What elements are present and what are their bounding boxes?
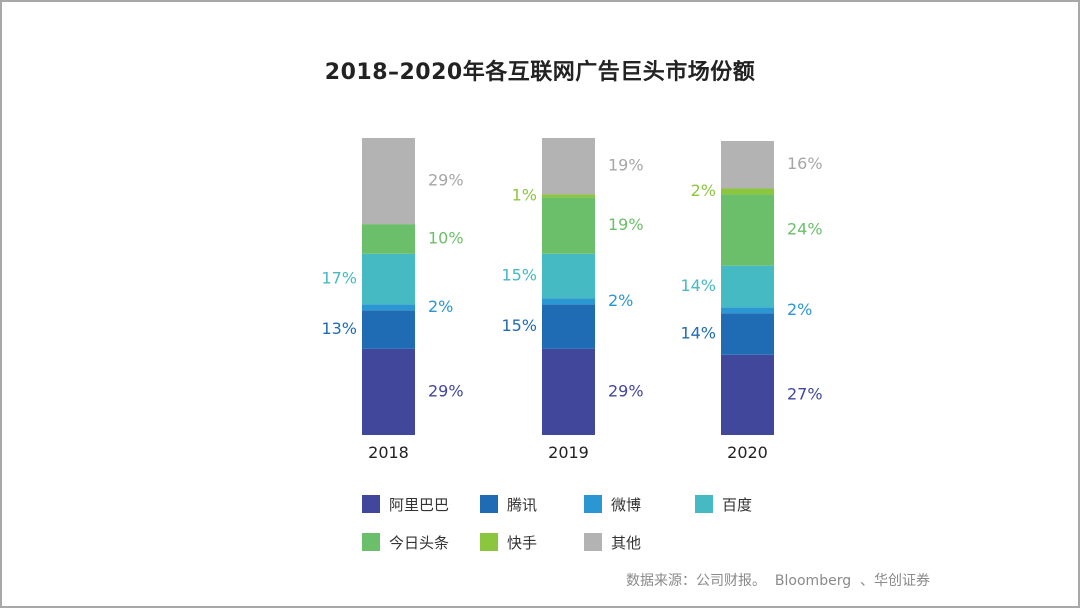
bar-segment-2019-6: [542, 138, 595, 195]
data-label-2018-0: 29%: [428, 381, 464, 400]
legend-swatch: [695, 495, 713, 513]
bar-segment-2020-2: [721, 307, 774, 314]
legend-label: 其他: [611, 533, 642, 552]
legend-label: 今日头条: [389, 533, 450, 552]
legend-swatch: [584, 495, 602, 513]
data-label-2020-0: 27%: [787, 384, 823, 403]
data-label-2019-1: 15%: [501, 316, 537, 335]
bar-segment-2019-4: [542, 197, 595, 254]
legend-item-3: 百度: [695, 492, 752, 516]
x-tick-label-2020: 2020: [727, 443, 768, 462]
chart-legend: 阿里巴巴 腾讯 微博 百度今日头条 快手 其他: [362, 490, 802, 570]
data-label-2018-2: 2%: [428, 297, 453, 316]
data-label-2020-3: 14%: [680, 276, 716, 295]
data-label-2020-6: 16%: [787, 154, 823, 173]
chart-title: 2018–2020年各互联网广告巨头市场份额: [324, 60, 756, 85]
bar-segment-2019-1: [542, 304, 595, 349]
legend-label: 阿里巴巴: [389, 495, 450, 514]
data-label-2018-1: 13%: [321, 319, 357, 338]
data-source-note: 数据来源：公司财报。 Bloomberg 、华创证券: [626, 573, 930, 589]
legend-item-5: 快手: [480, 530, 537, 554]
bar-segment-2019-2: [542, 298, 595, 305]
bar-segment-2019-0: [542, 348, 595, 435]
data-label-2018-3: 17%: [321, 269, 357, 288]
data-label-2019-6: 19%: [608, 156, 644, 175]
x-tick-label-2018: 2018: [368, 443, 409, 462]
legend-swatch: [362, 533, 380, 551]
bar-segment-2020-1: [721, 313, 774, 355]
legend-item-1: 腾讯: [480, 492, 537, 516]
data-label-2018-6: 29%: [428, 171, 464, 190]
bar-segment-2018-3: [362, 253, 415, 305]
bar-segment-2018-0: [362, 348, 415, 435]
bar-segment-2018-1: [362, 310, 415, 349]
bar-segment-2020-6: [721, 140, 774, 189]
legend-item-4: 今日头条: [362, 530, 449, 554]
bar-segment-2020-5: [721, 188, 774, 195]
legend-swatch: [480, 495, 498, 513]
bar-segment-2018-2: [362, 304, 415, 311]
legend-label: 快手: [507, 533, 538, 552]
legend-label: 百度: [722, 495, 753, 514]
bar-segment-2020-0: [721, 354, 774, 435]
bar-segment-2020-3: [721, 265, 774, 308]
data-label-2020-1: 14%: [680, 324, 716, 343]
data-label-2020-2: 2%: [787, 300, 812, 319]
data-label-2019-5: 1%: [512, 185, 537, 204]
data-label-2019-2: 2%: [608, 291, 633, 310]
legend-item-6: 其他: [584, 530, 641, 554]
data-label-2019-4: 19%: [608, 215, 644, 234]
bar-segment-2018-4: [362, 224, 415, 254]
legend-item-0: 阿里巴巴: [362, 492, 449, 516]
legend-swatch: [584, 533, 602, 551]
bar-segment-2018-6: [362, 138, 415, 225]
bar-segment-2019-3: [542, 253, 595, 299]
data-label-2020-4: 24%: [787, 220, 823, 239]
data-label-2020-5: 2%: [691, 181, 716, 200]
legend-item-2: 微博: [584, 492, 641, 516]
data-label-2019-0: 29%: [608, 381, 644, 400]
bar-segment-2020-4: [721, 194, 774, 266]
x-tick-label-2019: 2019: [548, 443, 589, 462]
legend-label: 腾讯: [507, 495, 538, 514]
data-label-2018-4: 10%: [428, 228, 464, 247]
legend-label: 微博: [611, 495, 642, 514]
legend-swatch: [362, 495, 380, 513]
bar-segment-2019-5: [542, 194, 595, 198]
legend-swatch: [480, 533, 498, 551]
data-label-2019-3: 15%: [501, 266, 537, 285]
